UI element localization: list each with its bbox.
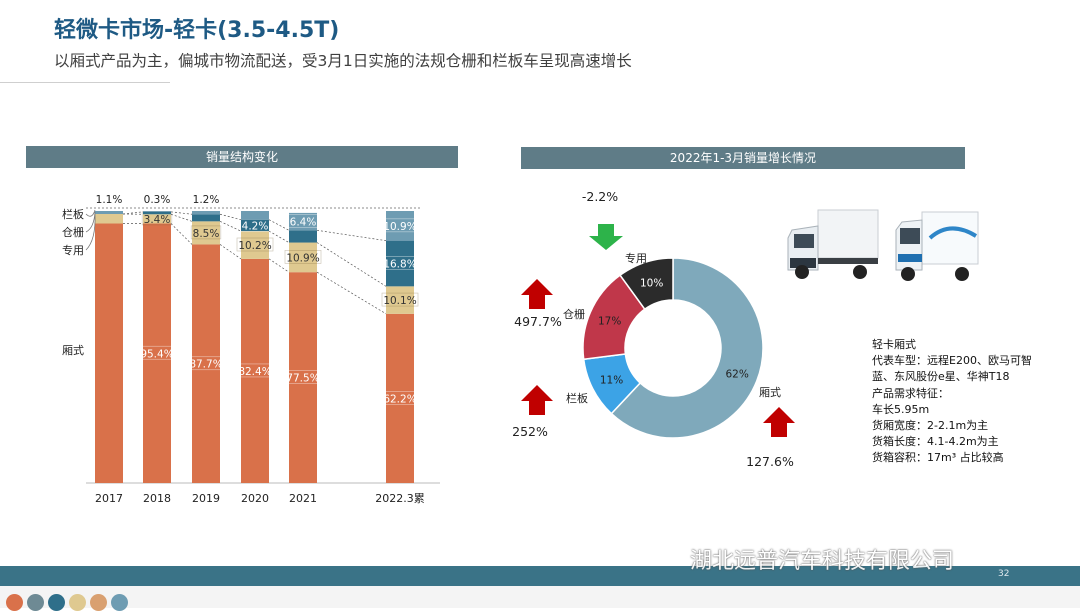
bar-label: 10.1%	[383, 295, 416, 307]
connector-line	[317, 243, 386, 287]
bar-label: 82.4%	[238, 366, 271, 378]
bar-segment-仓栅-2018	[143, 212, 171, 214]
growth-value-label: 497.7%	[514, 314, 562, 329]
growth-value-label: 252%	[512, 424, 548, 439]
series-side-label: 栏板	[62, 207, 84, 221]
footer-dot	[69, 594, 86, 611]
donut-category-label: 栏板	[566, 391, 588, 405]
spec-line: 轻卡厢式	[872, 337, 1032, 353]
bar-label: 3.4%	[144, 214, 171, 226]
x-tick-label: 2022.3累	[375, 492, 425, 505]
bar-label: 10.9%	[286, 252, 319, 264]
connector-line	[171, 224, 192, 245]
footer-dot	[6, 594, 23, 611]
footer-dot	[111, 594, 128, 611]
truck-spec-notes: 轻卡厢式 代表车型：远程E200、欧马可智 蓝、东风股份e星、华神T18 产品需…	[872, 337, 1032, 467]
growth-value-label: 127.6%	[746, 454, 794, 469]
bar-label: 87.7%	[189, 359, 222, 371]
truck-icon-1	[788, 210, 878, 279]
connector-line	[171, 212, 192, 214]
bar-segment-栏板-2017	[95, 211, 123, 214]
bar-segment-厢式-2017	[95, 224, 123, 483]
spec-line: 货厢宽度：2-2.1m为主	[872, 418, 1032, 434]
donut-category-label: 专用	[625, 251, 647, 265]
spec-line: 货箱长度：4.1-4.2m为主	[872, 434, 1032, 450]
donut-slice-label: 10%	[640, 277, 663, 289]
connector-line	[123, 212, 143, 214]
truck-images	[780, 208, 980, 288]
connector-line	[269, 231, 289, 242]
growth-up-arrow-icon	[763, 407, 795, 437]
series-side-label: 专用	[62, 243, 84, 257]
donut-category-label: 厢式	[759, 386, 781, 399]
x-tick-label: 2021	[289, 492, 317, 505]
spec-line: 货箱容积：17m³ 占比较高	[872, 450, 1032, 466]
bar-top-label: 0.3%	[144, 194, 171, 206]
growth-down-arrow-icon	[589, 224, 623, 250]
connector-line	[269, 220, 289, 231]
footer-strip	[0, 586, 1080, 608]
bar-top-label: 1.2%	[193, 194, 220, 206]
donut-category-label: 仓栅	[563, 307, 585, 321]
page-number: 32	[998, 569, 1009, 579]
connector-line	[220, 214, 241, 219]
bar-segment-栏板-2018	[143, 211, 171, 212]
donut-slice-label: 17%	[598, 316, 621, 328]
x-tick-label: 2018	[143, 492, 171, 505]
connector-line	[317, 230, 386, 240]
bar-top-label: 1.1%	[96, 194, 123, 206]
x-tick-label: 2020	[241, 492, 269, 505]
bar-segment-栏板-2020	[241, 211, 269, 220]
bar-label: 6.4%	[290, 217, 317, 229]
donut-slice-label: 62%	[725, 368, 748, 380]
connector-line	[317, 272, 386, 314]
bar-segment-专用-2017	[95, 214, 123, 224]
truck-icon-2	[896, 212, 978, 281]
footer-dot	[27, 594, 44, 611]
spec-line: 车长5.95m	[872, 402, 1032, 418]
spec-line: 产品需求特征：	[872, 386, 1032, 402]
x-tick-label: 2017	[95, 492, 123, 505]
bar-label: 10.2%	[238, 240, 271, 252]
series-side-label: 厢式	[62, 344, 84, 357]
spec-line: 蓝、东风股份e星、华神T18	[872, 369, 1032, 385]
growth-up-arrow-icon	[521, 385, 553, 415]
watermark: 湖北远普汽车科技有限公司	[690, 543, 954, 575]
bar-segment-仓栅-2021	[289, 230, 317, 242]
footer-dot	[48, 594, 65, 611]
footer-dot	[90, 594, 107, 611]
bar-label: 16.8%	[383, 258, 416, 270]
spec-line: 代表车型：远程E200、欧马可智	[872, 353, 1032, 369]
donut-slice-label: 11%	[600, 374, 623, 386]
growth-up-arrow-icon	[521, 279, 553, 309]
connector-line	[220, 221, 241, 231]
series-side-label: 仓栅	[62, 225, 84, 239]
bar-segment-栏板-2019	[192, 211, 220, 214]
bar-segment-仓栅-2019	[192, 214, 220, 221]
bar-label: 4.2%	[242, 220, 269, 232]
bar-label: 62.2%	[383, 393, 416, 405]
bar-label: 77.5%	[286, 373, 319, 385]
bar-label: 8.5%	[193, 228, 220, 240]
connector-line	[171, 214, 192, 221]
bar-label: 10.9%	[383, 221, 416, 233]
bar-label: 95.4%	[140, 348, 173, 360]
x-tick-label: 2019	[192, 492, 220, 505]
growth-value-label: -2.2%	[582, 189, 618, 204]
side-label-leaders	[86, 210, 95, 250]
